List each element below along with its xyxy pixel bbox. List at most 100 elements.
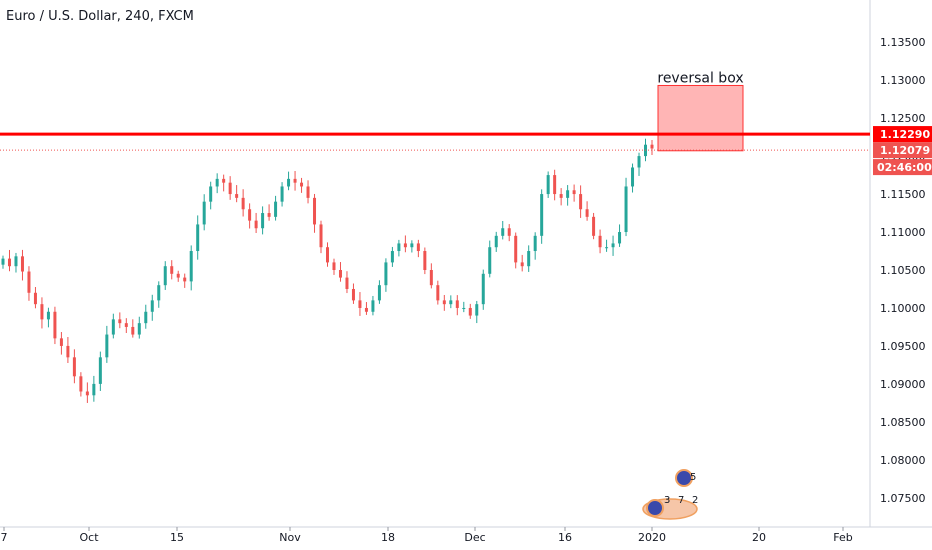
candle-body	[377, 285, 381, 301]
candle-body	[384, 262, 388, 286]
candle-body	[53, 311, 57, 339]
candle-body	[137, 323, 141, 335]
x-tick-label: Feb	[833, 531, 852, 544]
candle-body	[313, 197, 317, 225]
candle-body	[72, 357, 76, 377]
candle-body	[40, 304, 44, 320]
candle-body	[364, 307, 368, 312]
candle-body	[507, 228, 511, 236]
candle-body	[235, 194, 239, 198]
candle-body	[326, 247, 329, 263]
candle-body	[650, 144, 654, 149]
candle-body	[579, 194, 583, 210]
candle-body	[215, 178, 219, 187]
candle-body	[319, 224, 323, 248]
reversal-box-label: reversal box	[657, 70, 743, 86]
candle-body	[403, 243, 407, 248]
candle-body	[157, 285, 161, 301]
x-tick-label: 2020	[638, 531, 666, 544]
candle-body	[358, 300, 362, 308]
y-tick-label: 1.09500	[880, 340, 926, 353]
flag-eu-icon[interactable]	[646, 499, 664, 517]
candle-body	[618, 232, 622, 244]
candle-body	[131, 326, 135, 335]
candle-body	[1, 258, 5, 265]
candle-body	[527, 251, 531, 267]
event-marker-label: 3	[664, 495, 670, 506]
candle-body	[390, 251, 394, 263]
candle-body	[468, 307, 472, 316]
candle-body	[170, 266, 174, 274]
candle-body	[27, 271, 31, 293]
candle-body	[300, 182, 304, 187]
candle-body	[98, 357, 102, 384]
candle-body	[494, 235, 498, 248]
candle-body	[183, 277, 187, 282]
candles	[1, 138, 654, 403]
candle-body	[59, 338, 63, 346]
event-marker-label: 5	[690, 472, 696, 483]
candle-body	[436, 285, 440, 301]
candle-body	[559, 194, 563, 198]
candle-body	[280, 186, 284, 202]
y-tick-label: 1.12500	[880, 112, 926, 125]
reversal-box[interactable]	[657, 84, 744, 152]
x-tick-label: 18	[381, 531, 395, 544]
candle-body	[520, 262, 524, 267]
candle-body	[202, 201, 206, 225]
candle-body	[144, 311, 148, 324]
candle-body	[293, 178, 297, 183]
candle-body	[475, 304, 479, 316]
flag-eu-icon[interactable]	[675, 469, 693, 487]
price-tag-label: 1.12079	[880, 144, 930, 157]
candle-body	[462, 307, 466, 309]
candle-body	[338, 270, 342, 278]
y-tick-label: 1.11500	[880, 188, 926, 201]
price-tag-label: 1.12290	[880, 128, 930, 141]
candle-body	[163, 266, 167, 286]
candle-body	[287, 178, 291, 187]
candle-body	[592, 216, 596, 236]
y-tick-label: 1.08000	[880, 454, 926, 467]
candle-body	[546, 175, 550, 195]
candle-body	[501, 228, 505, 236]
candle-body	[124, 323, 128, 327]
candle-body	[416, 243, 420, 252]
y-tick-label: 1.10500	[880, 264, 926, 277]
candle-body	[66, 345, 70, 358]
candle-body	[566, 190, 570, 198]
candle-body	[189, 251, 193, 282]
candle-body	[306, 186, 310, 198]
candle-body	[481, 273, 485, 305]
candle-body	[631, 167, 635, 187]
candle-body	[176, 273, 180, 278]
price-tag	[873, 142, 932, 159]
candle-body	[248, 209, 252, 221]
candle-body	[7, 258, 11, 267]
candle-body	[605, 247, 609, 249]
candle-body	[92, 383, 96, 396]
candle-body	[553, 175, 557, 195]
x-tick-label: Oct	[79, 531, 99, 544]
y-tick-label: 1.09000	[880, 378, 926, 391]
candle-body	[598, 235, 602, 248]
event-markers[interactable]: 5 3 7 2	[642, 469, 698, 520]
x-tick-label: Dec	[464, 531, 485, 544]
candle-body	[345, 277, 349, 289]
candle-body	[79, 376, 83, 392]
candle-body	[449, 300, 453, 305]
candle-body	[585, 209, 589, 217]
candle-body	[371, 300, 375, 312]
y-tick-label: 1.13500	[880, 36, 926, 49]
candle-body	[222, 178, 226, 183]
candle-body	[514, 235, 518, 263]
candle-body	[624, 186, 628, 233]
candle-body	[196, 224, 200, 252]
candle-body	[228, 182, 232, 195]
candle-body	[150, 300, 154, 312]
candle-body	[410, 243, 414, 248]
candle-body	[105, 334, 109, 358]
candle-body	[267, 213, 271, 217]
chart-title: Euro / U.S. Dollar, 240, FXCM	[6, 9, 194, 24]
